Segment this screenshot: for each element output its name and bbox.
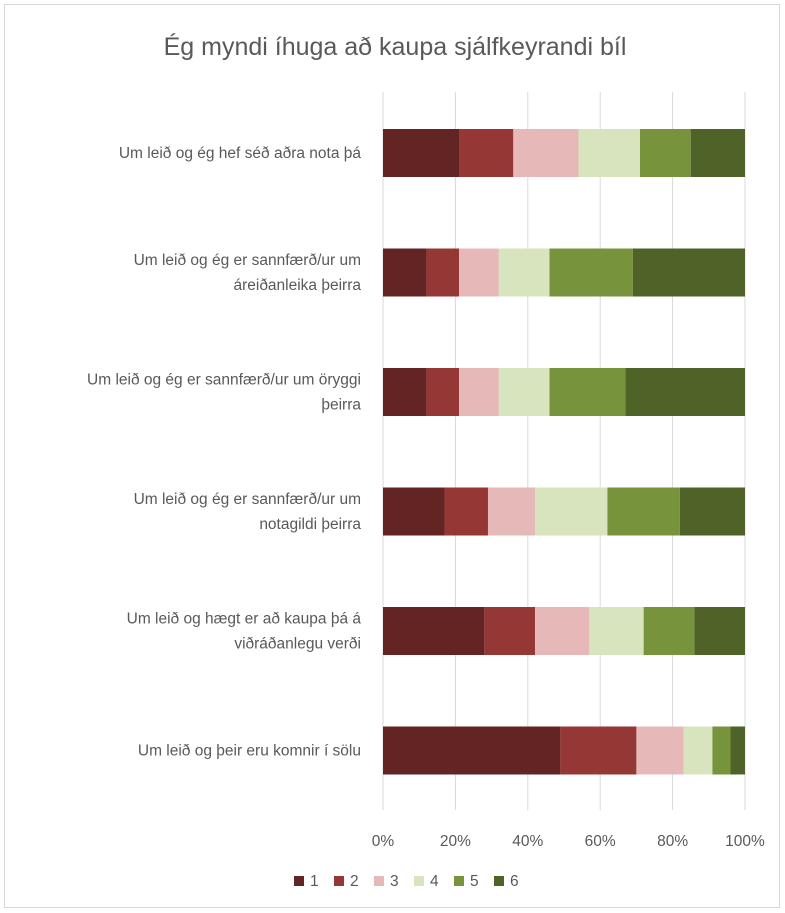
bar-segment [560,726,637,775]
category-labels: Um leið og ég hef séð aðra nota þá Um lei… [87,145,361,760]
chart-title: Ég myndi íhuga að kaupa sjálfkeyrandi bí… [164,32,627,61]
legend-label: 5 [470,873,479,890]
bar-segment [383,248,427,297]
bar-segment [589,607,644,655]
category-label: Um leið og ég er sannfærð/ur um [134,252,361,269]
bar-segment [549,368,626,416]
bar-segment [640,129,691,177]
category-label: áreiðanleika þeirra [233,277,361,294]
legend-label: 4 [430,873,439,890]
category-label: Um leið og ég er sannfærð/ur um öryggi [87,372,361,389]
category-label: Um leið og ég er sannfærð/ur um [134,491,361,508]
legend-swatch [374,876,384,886]
category-label: notagildi þeirra [259,516,361,533]
bar-segment [426,368,460,416]
bar-segment [383,726,561,775]
bar-segment [513,129,579,177]
bar-segment [459,129,514,177]
x-tick-label: 40% [512,833,543,850]
bar-segment [459,248,499,297]
bar-segment [498,248,550,297]
bar-segment [426,248,460,297]
category-label: Um leið og ég hef séð aðra nota þá [119,145,362,162]
legend-label: 6 [510,873,519,890]
bar-segment [535,607,590,655]
x-tick-label: 0% [372,833,395,850]
gridlines [382,92,746,810]
bar-segment [383,129,460,177]
bar-segment [683,726,713,775]
legend-swatch [334,876,344,886]
legend-swatch [494,876,504,886]
category-label: Um leið og hægt er að kaupa þá á [127,611,362,628]
bar-segment [487,487,536,536]
bar-segment [578,129,641,177]
bar-segment [459,368,499,416]
bar-segment [383,487,445,536]
legend-swatch [454,876,464,886]
category-label: þeirra [321,397,361,414]
bar-segment [632,248,745,297]
bar-segment [730,726,745,775]
bar-segment [549,248,633,297]
bar-segment [643,607,695,655]
legend: 1 2 3 4 5 6 [294,873,519,890]
bar-segment [607,487,680,536]
x-tick-label: 60% [585,833,616,850]
bar-segment [625,368,745,416]
legend-label: 1 [310,873,319,890]
category-label: viðráðanlegu verði [234,636,361,653]
bar-segment [535,487,608,536]
bar-segment [484,607,536,655]
bars [383,129,745,775]
bar-segment [694,607,745,655]
bar-segment [383,607,485,655]
x-axis-ticks: 0% 20% 40% 60% 80% 100% [372,833,765,850]
bar-segment [498,368,550,416]
legend-swatch [294,876,304,886]
x-tick-label: 100% [725,833,765,850]
legend-swatch [414,876,424,886]
category-label: Um leið og þeir eru komnir í sölu [138,743,361,760]
bar-segment [636,726,684,775]
legend-label: 3 [390,873,399,890]
x-tick-label: 80% [657,833,688,850]
x-tick-label: 20% [440,833,471,850]
bar-segment [690,129,745,177]
bar-segment [679,487,745,536]
legend-label: 2 [350,873,359,890]
bar-segment [712,726,731,775]
bar-segment [444,487,488,536]
bar-segment [383,368,427,416]
